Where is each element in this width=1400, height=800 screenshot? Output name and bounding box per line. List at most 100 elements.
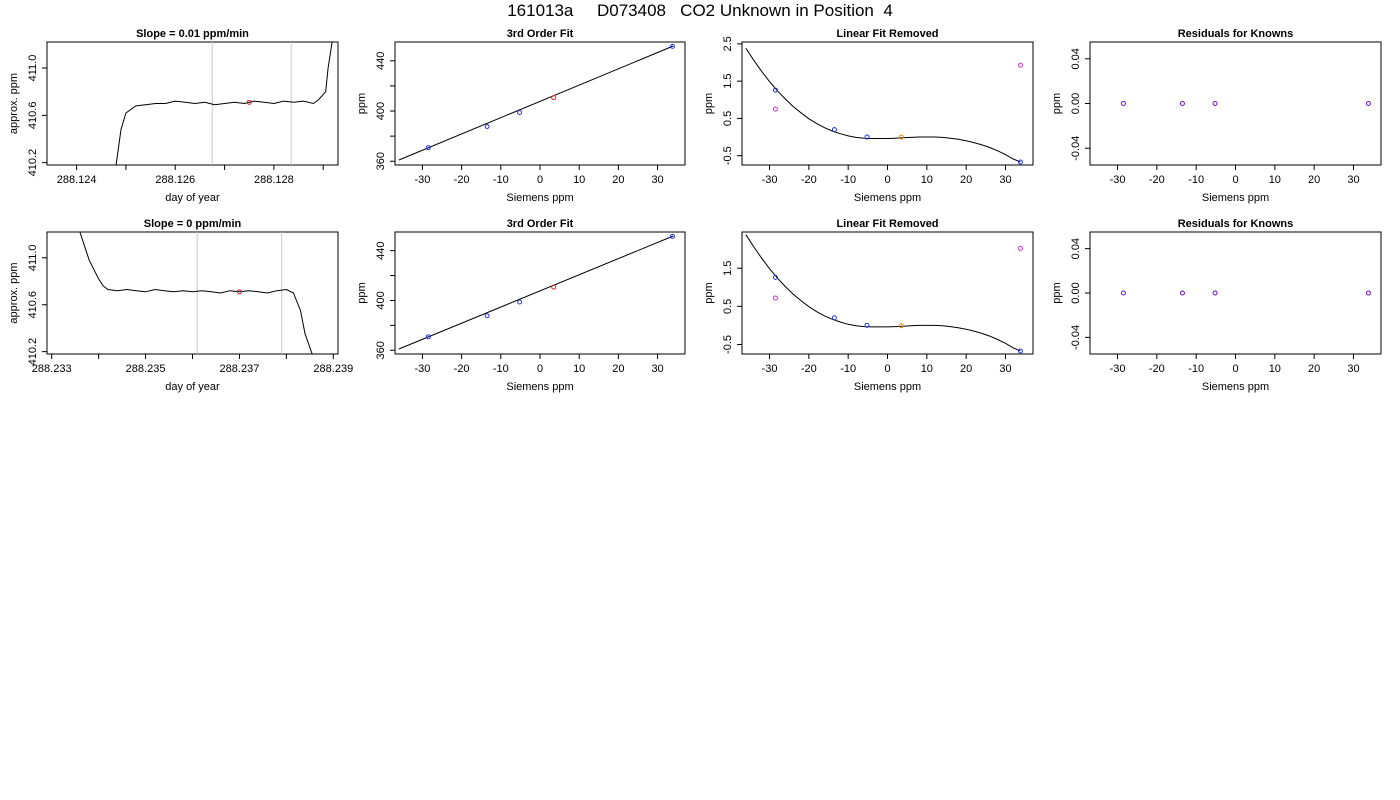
x-tick-label: 288.239 [313, 363, 353, 375]
y-tick-label: 0.04 [1070, 238, 1082, 259]
chart-panel-6: 3rd Order Fit -30 -20 -10 0 10 20 30 360 400 440 Si… [356, 218, 686, 393]
x-tick-label: 0 [537, 363, 543, 375]
plot-frame [46, 231, 339, 355]
series-line [115, 42, 333, 165]
y-tick-label: 410.6 [27, 291, 39, 319]
plot-frame [1089, 41, 1382, 166]
x-tick-label: -30 [1110, 174, 1126, 186]
x-tick-label: 288.235 [126, 363, 166, 375]
unknown-sample-point [551, 284, 557, 290]
chart-title: 3rd Order Fit [507, 218, 574, 230]
y-tick-label: 411.0 [27, 55, 39, 82]
unknown-sample-point [898, 134, 904, 140]
x-tick-label: 288.126 [155, 174, 195, 186]
x-tick-label: -20 [801, 174, 817, 186]
known-standard-point [1179, 101, 1185, 106]
y-axis-label: ppm [703, 93, 715, 114]
x-tick-label: 0 [1232, 363, 1238, 375]
x-tick-label: 0 [884, 174, 890, 186]
plot-frame [1089, 231, 1382, 355]
known-standard-point [517, 299, 523, 305]
x-tick-label: 10 [921, 174, 933, 186]
x-tick-label: 30 [651, 363, 663, 375]
x-axis-label: Siemens ppm [854, 381, 921, 393]
known-standard-point [517, 110, 523, 116]
x-tick-label: 0 [537, 174, 543, 186]
y-axis-label: ppm [1051, 93, 1063, 114]
y-tick-label: 360 [375, 152, 387, 170]
x-tick-label: 20 [1308, 363, 1320, 375]
chart-panel-7: Linear Fit Removed -30 -20 -10 0 10 20 30 -0.5 0.… [703, 218, 1034, 393]
plot-frame [741, 41, 1034, 166]
chart-title: Slope = 0 ppm/min [144, 218, 242, 230]
plot-frame [394, 231, 686, 355]
x-tick-label: 10 [921, 363, 933, 375]
x-tick-label: -20 [1149, 363, 1165, 375]
y-tick-label: 1.5 [722, 73, 734, 88]
x-tick-label: 30 [1347, 174, 1359, 186]
known-standard-point [831, 315, 837, 321]
x-tick-label: -30 [762, 174, 778, 186]
x-tick-label: -30 [414, 174, 430, 186]
x-tick-label: -10 [840, 174, 856, 186]
linear-residual-point [1017, 62, 1023, 68]
x-tick-label: -20 [801, 363, 817, 375]
known-standard-point [1212, 290, 1218, 296]
y-tick-label: -0.04 [1070, 325, 1082, 350]
known-standard-point [1120, 101, 1126, 106]
known-standard-point [772, 87, 778, 93]
x-tick-label: 10 [573, 174, 585, 186]
fit-curve [745, 234, 1021, 352]
chart-panel-3: Linear Fit Removed -30 -20 -10 0 10 20 30 -0.5 0.… [703, 28, 1034, 204]
y-tick-label: 360 [375, 341, 387, 359]
x-tick-label: -10 [840, 363, 856, 375]
x-tick-label: -20 [454, 174, 470, 186]
y-tick-label: 400 [375, 291, 387, 309]
y-axis-label: ppm [703, 282, 715, 303]
y-tick-label: 411.0 [27, 244, 39, 271]
x-tick-label: 30 [651, 174, 663, 186]
known-standard-point [425, 145, 431, 151]
x-tick-label: -10 [493, 174, 509, 186]
known-standard-point [864, 134, 870, 140]
chart-title: Slope = 0.01 ppm/min [136, 28, 249, 40]
unknown-sample-point [551, 95, 557, 101]
x-tick-label: -20 [1149, 174, 1165, 186]
y-axis-label: approx. ppm [8, 262, 20, 323]
chart-title: 3rd Order Fit [507, 28, 574, 40]
chart-title: Residuals for Knowns [1178, 28, 1294, 40]
x-tick-label: -30 [762, 363, 778, 375]
x-tick-label: 0 [884, 363, 890, 375]
unknown-sample-point [898, 323, 904, 329]
y-tick-label: 440 [375, 52, 387, 70]
y-tick-label: 0.5 [722, 111, 734, 126]
plot-frame [46, 41, 339, 166]
x-axis-label: day of year [165, 192, 220, 204]
chart-panel-8: Residuals for Knowns -30 -20 -10 0 10 20 30 -0.0… [1051, 218, 1382, 393]
y-axis-label: approx. ppm [8, 73, 20, 134]
x-tick-label: -10 [1188, 174, 1204, 186]
y-axis-label: ppm [356, 282, 368, 303]
linear-residual-point [772, 295, 778, 301]
chart-panel-4: Residuals for Knowns -30 -20 -10 0 10 20 30 -0.0… [1051, 28, 1382, 204]
x-tick-label: -30 [1110, 363, 1126, 375]
x-tick-label: 30 [1347, 363, 1359, 375]
x-tick-label: 288.237 [220, 363, 260, 375]
y-tick-label: 440 [375, 241, 387, 259]
y-tick-label: 2.5 [722, 36, 734, 51]
x-tick-label: 0 [1232, 174, 1238, 186]
y-tick-label: 400 [375, 102, 387, 120]
y-tick-label: 0.00 [1070, 93, 1082, 114]
known-standard-point [1365, 290, 1371, 296]
chart-title: Linear Fit Removed [836, 28, 938, 40]
y-tick-label: -0.04 [1070, 136, 1082, 161]
x-tick-label: 30 [999, 174, 1011, 186]
x-tick-label: 10 [573, 363, 585, 375]
chart-title: Linear Fit Removed [836, 218, 938, 230]
y-tick-label: -0.5 [722, 335, 734, 354]
known-standard-point [864, 322, 870, 328]
x-tick-label: -10 [1188, 363, 1204, 375]
x-tick-label: 10 [1269, 363, 1281, 375]
known-standard-point [1179, 290, 1185, 296]
